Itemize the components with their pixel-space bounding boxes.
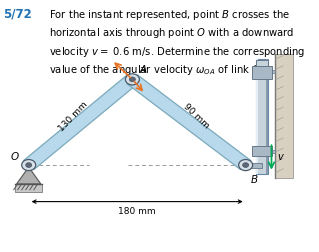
Polygon shape <box>17 167 41 184</box>
Text: 5/72: 5/72 <box>3 8 32 21</box>
Bar <box>252 146 272 156</box>
Text: 90 mm: 90 mm <box>182 102 211 131</box>
Bar <box>246 163 262 168</box>
Text: $B$: $B$ <box>250 173 259 185</box>
Polygon shape <box>127 75 251 169</box>
Bar <box>15 184 42 192</box>
Bar <box>256 59 258 174</box>
Circle shape <box>125 74 139 85</box>
Polygon shape <box>23 75 138 169</box>
Text: 180 mm: 180 mm <box>118 207 156 216</box>
Text: $O$: $O$ <box>10 150 20 162</box>
Text: $v$: $v$ <box>277 152 285 163</box>
Bar <box>268 70 275 73</box>
Text: For the instant represented, point $B$ crosses the
horizontal axis through point: For the instant represented, point $B$ c… <box>49 8 306 77</box>
Circle shape <box>239 160 253 171</box>
Circle shape <box>26 163 32 167</box>
Bar <box>275 54 293 178</box>
Circle shape <box>130 77 135 82</box>
Text: 130 mm: 130 mm <box>57 100 89 133</box>
Text: $A$: $A$ <box>139 63 148 75</box>
Circle shape <box>22 160 36 171</box>
Bar <box>256 60 268 66</box>
Bar <box>256 59 268 174</box>
Circle shape <box>243 163 249 167</box>
Bar <box>268 150 275 153</box>
Bar <box>266 59 268 174</box>
Bar <box>252 66 272 79</box>
